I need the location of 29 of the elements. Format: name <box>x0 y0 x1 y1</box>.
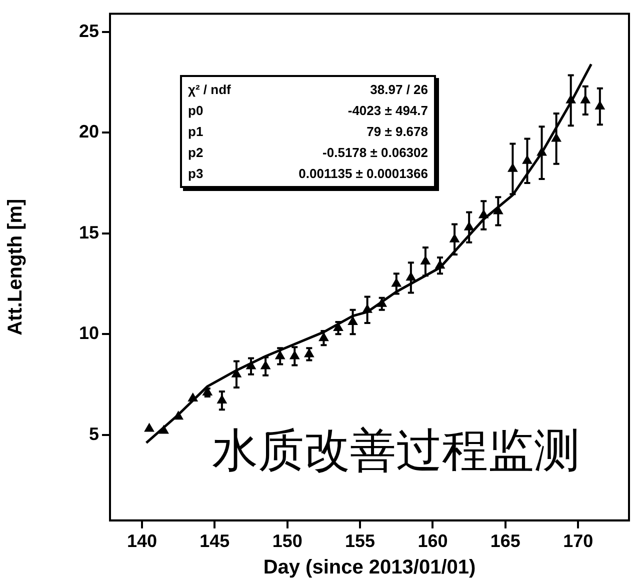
annotation: 水质改善过程监测 <box>212 422 580 479</box>
point <box>188 393 198 402</box>
y-tick-label: 5 <box>88 424 99 444</box>
x-tick-label: 155 <box>345 531 376 552</box>
x-tick-label: 160 <box>418 531 448 552</box>
point <box>174 411 184 420</box>
x-tick-label: 170 <box>563 531 594 552</box>
x-tick-label: 165 <box>490 531 520 552</box>
annotation: 79 ± 9.678 <box>366 123 428 141</box>
x-tick-label: 145 <box>200 531 230 552</box>
annotation: p3 <box>188 165 204 183</box>
x-tick-label: 140 <box>126 531 158 552</box>
y-axis-title: Att.Length [m] <box>4 198 27 336</box>
point <box>158 425 169 434</box>
annotation: p0 <box>188 102 204 120</box>
annotation: p1 <box>188 123 204 141</box>
x-tick-label: 150 <box>272 531 302 552</box>
y-tick-label: 10 <box>78 323 99 344</box>
annotation: -4023 ± 494.7 <box>348 102 428 120</box>
y-tick-label: 15 <box>78 222 99 242</box>
y-tick-label: 25 <box>78 20 99 41</box>
annotation: 0.001135 ± 0.0001366 <box>298 165 428 183</box>
annotation: p2 <box>188 144 204 162</box>
x-axis-title: Day (since 2013/01/01) <box>263 556 476 579</box>
annotation: 38.97 / 26 <box>370 81 428 99</box>
annotation: -0.5178 ± 0.06302 <box>322 144 428 162</box>
annotation: χ² / ndf <box>188 81 231 99</box>
point <box>144 423 154 432</box>
y-tick-label: 20 <box>78 122 99 142</box>
